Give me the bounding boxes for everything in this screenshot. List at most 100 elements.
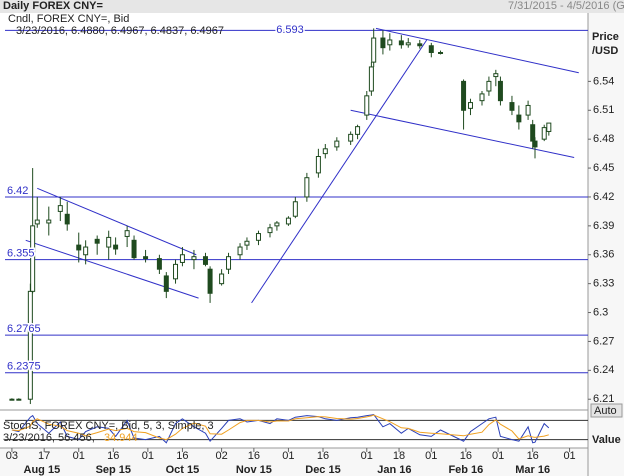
candle-body (237, 246, 243, 256)
x-tick-label: 01 (142, 450, 154, 462)
y-axis-unit: /USD (592, 45, 618, 57)
x-tick-label: 17 (38, 450, 50, 462)
candle-body (380, 37, 386, 49)
candle-body (387, 39, 393, 46)
candle-body (428, 45, 434, 53)
y-tick-label: 6.27 (593, 335, 614, 347)
y-tick-label: 6.21 (593, 393, 614, 405)
month-label: Mar 16 (515, 464, 550, 476)
candle-body (334, 140, 340, 148)
x-tick-label: 16 (176, 450, 188, 462)
candle-body (163, 275, 169, 292)
y-tick-label: 6.3 (593, 306, 608, 318)
candle-body (348, 133, 354, 142)
x-tick-label: 18 (393, 450, 405, 462)
level-label: 6.42 (7, 185, 28, 197)
candle-body (124, 230, 130, 237)
auto-button-label[interactable]: Auto (594, 405, 617, 417)
chart-title: Daily FOREX CNY= (3, 0, 103, 12)
candle-body (546, 122, 552, 132)
candle-body (417, 43, 423, 47)
y-tick-label: 6.45 (593, 162, 614, 174)
y-tick-label: 6.39 (593, 220, 614, 232)
y-tick-label: 6.24 (593, 364, 614, 376)
y-tick-label: 6.36 (593, 249, 614, 261)
candle-body (64, 213, 70, 225)
month-label: Aug 15 (24, 464, 61, 476)
y-tick-label: 6.33 (593, 278, 614, 290)
y-axis-label: Price (592, 31, 619, 43)
x-tick-label: 16 (460, 450, 472, 462)
candle-body (304, 177, 310, 198)
x-tick-label: 16 (248, 450, 260, 462)
candle-body (173, 263, 179, 280)
ohlc-readout: 3/23/2016, 6.4880, 6.4967, 6.4837, 6.496… (16, 25, 224, 37)
candle-body (461, 80, 467, 111)
candle-body (315, 156, 321, 174)
candle-body (207, 268, 213, 294)
x-tick-label: 01 (282, 450, 294, 462)
candle-body (525, 104, 531, 116)
candle-body (274, 222, 280, 227)
x-tick-label: 01 (563, 450, 575, 462)
candle-body (106, 236, 112, 248)
x-tick-label: 16 (527, 450, 539, 462)
x-tick-label: 16 (107, 450, 119, 462)
trend-line (375, 27, 579, 74)
stoch-readout: 3/23/2016, 56.456, (3, 432, 95, 444)
y-tick-label: 6.54 (593, 75, 614, 87)
trend-line (37, 187, 197, 256)
series-label: Cndl, FOREX CNY=, Bid (8, 13, 129, 25)
candle-body (9, 398, 15, 401)
candle-body (46, 219, 52, 224)
candle-body (30, 225, 36, 292)
x-tick-label: 02 (215, 450, 227, 462)
level-label: 6.355 (7, 247, 35, 259)
candle-body (398, 40, 404, 46)
candle-body (516, 114, 522, 123)
candle-body (509, 102, 515, 111)
candle-body (156, 258, 162, 270)
candle-body (255, 233, 261, 241)
candle-body (285, 217, 291, 225)
candle-body (244, 240, 250, 246)
candle-body (113, 244, 119, 250)
candle-body (191, 256, 197, 261)
stoch-readout-d: 34.944 (104, 432, 138, 444)
candle-body (479, 93, 485, 102)
month-label: Sep 15 (96, 464, 131, 476)
month-label: Jan 16 (377, 464, 411, 476)
candle-body (322, 148, 328, 155)
candle-body (16, 398, 22, 401)
candle-body (267, 227, 273, 234)
candle-body (219, 273, 225, 285)
x-tick-label: 01 (425, 450, 437, 462)
candle-body (226, 256, 232, 270)
stoch-axis-label: Value (592, 434, 621, 446)
time-axis-panel (0, 448, 588, 476)
trend-line (251, 39, 428, 304)
stoch-line (11, 414, 550, 444)
candle-body (371, 37, 377, 63)
trend-line (25, 239, 199, 299)
title-bar (0, 0, 624, 13)
candle-body (131, 239, 137, 259)
candle-body (76, 244, 82, 251)
stoch-label: StochS, FOREX CNY=, Bid, 5, 3, Simple, 3 (3, 420, 214, 432)
candle-body (532, 140, 538, 148)
month-label: Dec 15 (305, 464, 340, 476)
y-tick-label: 6.42 (593, 191, 614, 203)
candle-body (486, 80, 492, 92)
candle-body (364, 95, 370, 116)
candle-body (179, 254, 185, 263)
x-tick-label: 01 (492, 450, 504, 462)
auto-button[interactable] (590, 403, 623, 418)
trend-line (350, 109, 575, 158)
candle-body (57, 205, 63, 212)
x-tick-label: 01 (361, 450, 373, 462)
candle-body (467, 102, 473, 109)
candle-body (493, 73, 499, 78)
y-tick-label: 6.48 (593, 133, 614, 145)
